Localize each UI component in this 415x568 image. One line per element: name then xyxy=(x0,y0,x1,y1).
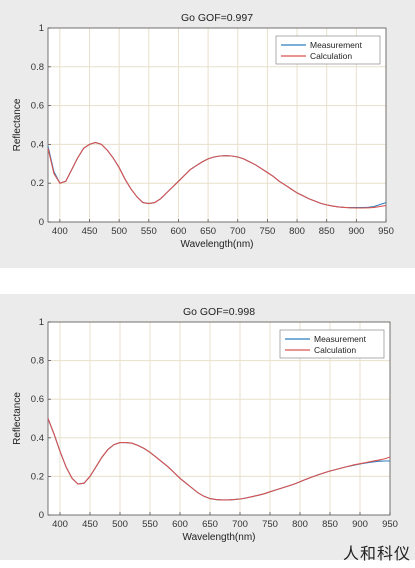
y-axis-label: Reflectance xyxy=(12,98,23,151)
x-tick-label: 650 xyxy=(202,519,218,530)
x-tick-label: 950 xyxy=(382,519,398,530)
y-tick-label: 0.8 xyxy=(31,62,44,73)
y-tick-label: 0.2 xyxy=(31,178,44,189)
y-tick-label: 1 xyxy=(39,317,44,328)
x-tick-label: 800 xyxy=(292,519,308,530)
chart-title: Go GOF=0.997 xyxy=(181,12,253,24)
x-tick-label: 750 xyxy=(262,519,278,530)
chart-title: Go GOF=0.998 xyxy=(183,306,255,318)
series-line-calculation xyxy=(47,418,391,501)
x-tick-label: 450 xyxy=(82,519,98,530)
x-tick-label: 650 xyxy=(200,226,216,237)
x-axis-label: Wavelength(nm) xyxy=(183,532,256,543)
reflectance-chart-top: 400 450 500 550 600 650 700 750 800 850 900 950 0 0.2… xyxy=(12,12,394,250)
reflectance-chart-bottom: 400 450 500 550 600 650 700 750 800 850 900 950 0 0.2… xyxy=(12,306,398,543)
legend-label: Measurement xyxy=(310,40,363,50)
y-tick-label: 0.6 xyxy=(31,101,44,112)
y-axis-label: Reflectance xyxy=(12,392,23,445)
y-tick-label: 0.4 xyxy=(31,433,44,444)
x-tick-label: 500 xyxy=(112,519,128,530)
x-tick-label: 800 xyxy=(289,226,305,237)
x-tick-label: 500 xyxy=(111,226,127,237)
watermark-text: 人和科仪 xyxy=(342,544,411,563)
legend-box xyxy=(279,329,385,359)
x-tick-label: 900 xyxy=(352,519,368,530)
legend-box xyxy=(275,35,381,65)
x-tick-label: 550 xyxy=(141,226,157,237)
x-tick-label: 850 xyxy=(322,519,338,530)
legend-label: Calculation xyxy=(310,51,352,61)
x-tick-label: 400 xyxy=(52,226,68,237)
x-axis-label: Wavelength(nm) xyxy=(181,239,254,250)
x-tick-label: 850 xyxy=(319,226,335,237)
x-tick-label: 950 xyxy=(378,226,394,237)
series-line-calculation xyxy=(47,141,387,209)
y-tick-label: 0 xyxy=(39,217,44,228)
x-tick-label: 600 xyxy=(172,519,188,530)
y-tick-label: 0 xyxy=(39,510,44,521)
y-tick-label: 1 xyxy=(39,23,44,34)
x-tick-label: 750 xyxy=(259,226,275,237)
y-tick-label: 0.8 xyxy=(31,356,44,367)
x-tick-label: 900 xyxy=(348,226,364,237)
x-tick-label: 400 xyxy=(52,519,68,530)
x-tick-label: 600 xyxy=(171,226,187,237)
y-tick-label: 0.6 xyxy=(31,394,44,405)
legend-label: Measurement xyxy=(314,334,367,344)
y-tick-label: 0.4 xyxy=(31,139,44,150)
legend-label: Calculation xyxy=(314,345,356,355)
x-tick-label: 700 xyxy=(232,519,248,530)
chart-panel-bottom: 400 450 500 550 600 650 700 750 800 850 900 950 0 0.2… xyxy=(0,294,415,560)
axes-frame xyxy=(47,27,387,223)
y-tick-label: 0.2 xyxy=(31,471,44,482)
chart-panel-top: 400 450 500 550 600 650 700 750 800 850 900 950 0 0.2… xyxy=(0,0,415,268)
x-tick-label: 450 xyxy=(82,226,98,237)
x-tick-label: 700 xyxy=(230,226,246,237)
x-tick-label: 550 xyxy=(142,519,158,530)
